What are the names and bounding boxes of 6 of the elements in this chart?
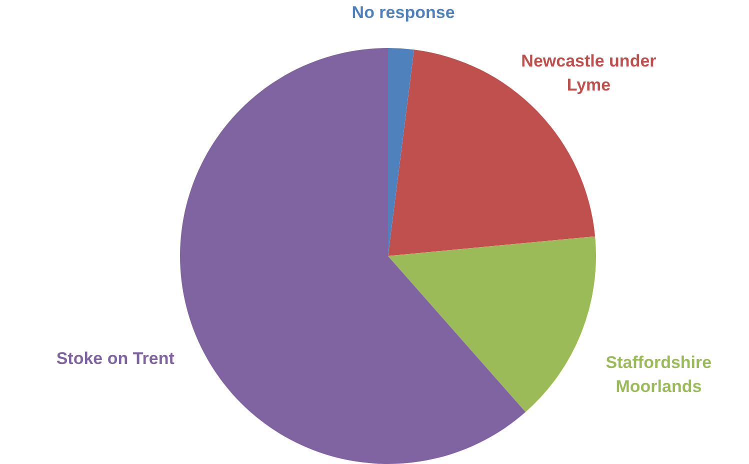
- pie-slice: [388, 236, 596, 412]
- slice-label: Stoke on Trent: [56, 349, 175, 368]
- pie-slice: [388, 48, 414, 256]
- slice-label: Newcastle under Lyme: [521, 51, 657, 94]
- slice-label: Staffordshire Moorlands: [606, 353, 712, 396]
- slice-label: No response: [352, 3, 455, 22]
